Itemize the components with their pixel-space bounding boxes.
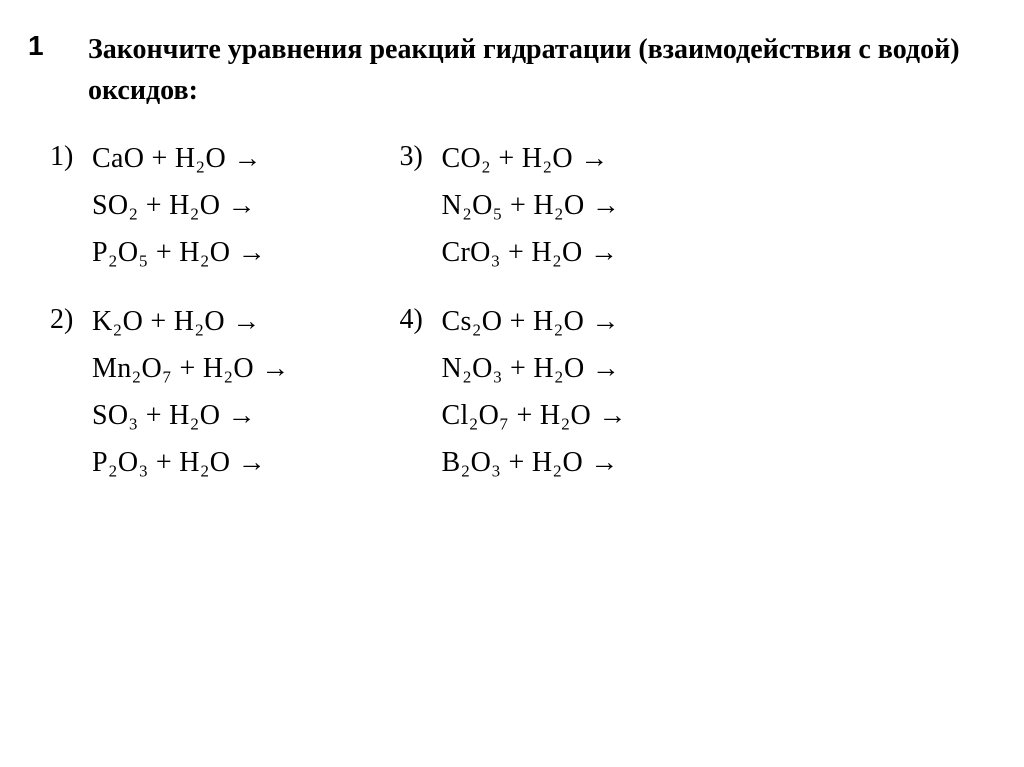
equation-columns: 1) CaO + H₂O → SO₂ + H₂O → P₂O₅ + H₂O → … (40, 141, 984, 480)
equation: B₂O₃ + H₂O → (442, 445, 627, 480)
exercise-number: 1 (28, 30, 44, 62)
equation-list: CaO + H₂O → SO₂ + H₂O → P₂O₅ + H₂O → (92, 141, 266, 270)
equation-list: CO₂ + H₂O → N₂O₅ + H₂O → CrO₃ + H₂O → (442, 141, 621, 270)
equation: SO₃ + H₂O → (92, 398, 290, 433)
equation: P₂O₅ + H₂O → (92, 235, 266, 270)
group-number: 4) (400, 304, 442, 336)
group-2: 2) K₂O + H₂O → Mn₂O₇ + H₂O → SO₃ + H₂O →… (50, 304, 290, 480)
chemistry-exercise-page: 1 Закончите уравнения реакций гидратации… (0, 0, 1024, 510)
equation-list: K₂O + H₂O → Mn₂O₇ + H₂O → SO₃ + H₂O → P₂… (92, 304, 290, 480)
equation: CO₂ + H₂O → (442, 141, 621, 176)
equation: SO₂ + H₂O → (92, 188, 266, 223)
equation: N₂O₃ + H₂O → (442, 351, 627, 386)
equation: N₂O₅ + H₂O → (442, 188, 621, 223)
exercise-prompt: Закончите уравнения реакций гидратации (… (40, 30, 984, 111)
equation: P₂O₃ + H₂O → (92, 445, 290, 480)
left-column: 1) CaO + H₂O → SO₂ + H₂O → P₂O₅ + H₂O → … (50, 141, 290, 480)
equation: Cl₂O₇ + H₂O → (442, 398, 627, 433)
group-3: 3) CO₂ + H₂O → N₂O₅ + H₂O → CrO₃ + H₂O → (400, 141, 627, 270)
equation: CaO + H₂O → (92, 141, 266, 176)
group-number: 3) (400, 141, 442, 173)
right-column: 3) CO₂ + H₂O → N₂O₅ + H₂O → CrO₃ + H₂O →… (400, 141, 627, 480)
group-1: 1) CaO + H₂O → SO₂ + H₂O → P₂O₅ + H₂O → (50, 141, 290, 270)
equation: CrO₃ + H₂O → (442, 235, 621, 270)
equation-list: Cs₂O + H₂O → N₂O₃ + H₂O → Cl₂O₇ + H₂O → … (442, 304, 627, 480)
group-number: 2) (50, 304, 92, 336)
group-number: 1) (50, 141, 92, 173)
group-4: 4) Cs₂O + H₂O → N₂O₃ + H₂O → Cl₂O₇ + H₂O… (400, 304, 627, 480)
equation: K₂O + H₂O → (92, 304, 290, 339)
equation: Cs₂O + H₂O → (442, 304, 627, 339)
equation: Mn₂O₇ + H₂O → (92, 351, 290, 386)
